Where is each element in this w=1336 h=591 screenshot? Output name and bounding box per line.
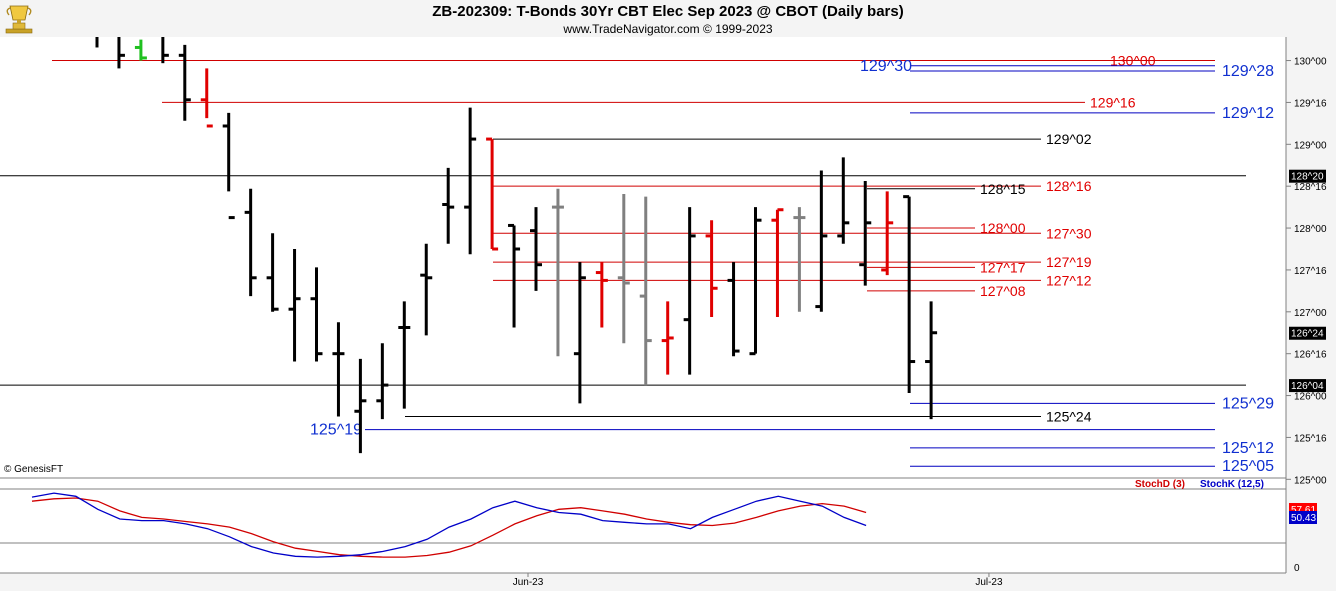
level-label: 129^16: [1090, 94, 1136, 110]
y-tick-label: 126^16: [1294, 350, 1327, 361]
y-tick-label: 129^16: [1294, 98, 1327, 109]
y-tick-label: 129^00: [1294, 140, 1327, 151]
price-tag-label: 126^24: [1291, 329, 1324, 340]
y-tick-label: 128^00: [1294, 224, 1327, 235]
level-label: 127^30: [1046, 225, 1092, 241]
level-label: 128^15: [980, 181, 1026, 197]
copyright-label: © GenesisFT: [4, 464, 63, 475]
level-label: 127^17: [980, 259, 1026, 275]
price-tag: [1289, 326, 1326, 340]
price-tag-label: 126^04: [1291, 381, 1324, 392]
stochk-legend: StochK (12,5): [1200, 479, 1264, 490]
price-tags: 128^20 126^24 126^04: [1289, 169, 1326, 393]
y-tick-label: 125^00: [1294, 475, 1327, 486]
y-tick-label: 130^00: [1294, 57, 1327, 68]
price-tag: [1289, 379, 1326, 393]
price-panel: [0, 37, 1286, 478]
level-label: 125^29: [1222, 395, 1274, 412]
level-label: 127^12: [1046, 272, 1092, 288]
x-tick-label: Jun-23: [513, 577, 544, 588]
level-label: 125^24: [1046, 408, 1092, 424]
stoch-value-label: 57.61: [1291, 505, 1316, 516]
trophy-logo-icon: [5, 5, 33, 34]
level-label: 125^05: [1222, 458, 1274, 475]
level-label: 130^00: [1110, 53, 1156, 69]
stoch-value-label: 50.43: [1291, 513, 1316, 524]
ohlc-bars: [95, 37, 938, 454]
y-tick-label: 127^16: [1294, 266, 1327, 277]
y-tick-label: 128^16: [1294, 182, 1327, 193]
level-label: 125^12: [1222, 440, 1274, 457]
level-label: 129^12: [1222, 105, 1274, 122]
stoch-value-tag: [1289, 511, 1317, 524]
price-tag: [1289, 169, 1326, 183]
chart-title: ZB-202309: T-Bonds 30Yr CBT Elec Sep 202…: [432, 3, 904, 20]
price-tag-label: 128^20: [1291, 172, 1324, 183]
price-axis: 130^00 129^16 129^00 128^16 128^00 127^16 127^…: [1286, 57, 1327, 486]
stoch-line-d: [31, 497, 867, 558]
time-axis: Jun-23 Jul-23: [513, 573, 1003, 588]
stoch-y-tick-label: 0: [1294, 563, 1300, 574]
y-tick-label: 125^16: [1294, 433, 1327, 444]
level-label: 127^19: [1046, 254, 1092, 270]
level-label: 127^08: [980, 283, 1026, 299]
stoch-line-k: [31, 492, 867, 558]
level-label: 129^28: [1222, 63, 1274, 80]
level-label: 129^02: [1046, 131, 1092, 147]
y-tick-label: 126^00: [1294, 392, 1327, 403]
level-label: 128^00: [980, 220, 1026, 236]
stochd-legend: StochD (3): [1135, 479, 1185, 490]
level-label: 129^30: [860, 58, 912, 75]
level-label: 125^19: [310, 422, 362, 439]
level-lines: 130^00 129^30 129^28 129^16 129^12 129^02 128^…: [0, 53, 1274, 475]
level-label: 128^16: [1046, 178, 1092, 194]
chart-subtitle: www.TradeNavigator.com © 1999-2023: [563, 22, 773, 36]
x-tick-label: Jul-23: [975, 577, 1003, 588]
y-tick-label: 127^00: [1294, 308, 1327, 319]
